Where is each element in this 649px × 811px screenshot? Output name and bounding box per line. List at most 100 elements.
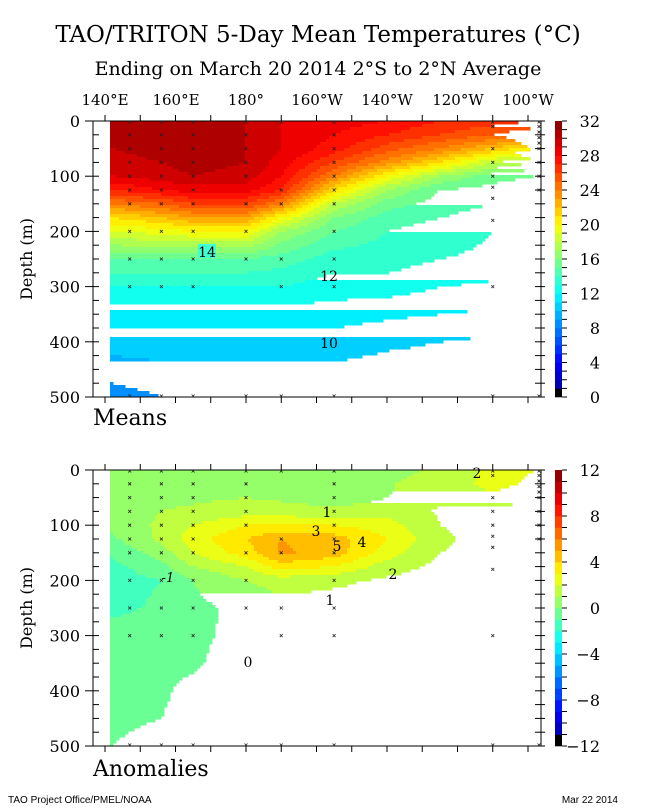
- station-x-marker: [127, 120, 132, 124]
- heatmap-cell: [110, 572, 138, 576]
- station-x-marker: [159, 257, 164, 261]
- heatmap-cell: [260, 211, 276, 215]
- station-x-marker: [159, 537, 164, 541]
- heatmap-cell: [308, 211, 321, 215]
- heatmap-cell: [128, 566, 171, 570]
- marker-stroke: [159, 188, 164, 192]
- heatmap-cell: [110, 698, 171, 702]
- station-x-marker: [490, 509, 495, 514]
- heatmap-cell: [191, 578, 243, 582]
- heatmap-cell: [353, 154, 375, 158]
- heatmap-cell: [110, 662, 204, 666]
- heatmap-cell: [122, 563, 168, 567]
- heatmap-cell: [374, 184, 387, 188]
- heatmap-cell: [263, 241, 282, 245]
- heatmap-cell: [365, 178, 378, 182]
- heatmap-cell: [110, 533, 114, 537]
- heatmap-cell: [359, 244, 477, 248]
- colorbar-cell: [555, 619, 562, 632]
- heatmap-cell: [296, 157, 321, 161]
- heatmap-cell: [380, 235, 489, 239]
- station-x-marker: [191, 551, 195, 555]
- x-tick-label: 140°W: [361, 91, 413, 109]
- station-x-marker: [537, 473, 541, 478]
- heatmap-cell: [311, 196, 321, 200]
- station-x-marker: [332, 551, 336, 555]
- marker-stroke: [279, 394, 284, 398]
- heatmap-cell: [269, 238, 291, 242]
- station-x-marker: [127, 633, 132, 638]
- station-x-marker: [244, 202, 248, 206]
- heatmap-cell: [356, 569, 411, 573]
- heatmap-cell: [290, 223, 309, 227]
- heatmap-cell: [257, 250, 291, 254]
- colorbar-cell: [555, 608, 562, 620]
- y-tick-label: 0: [70, 461, 80, 480]
- heatmap-cell: [416, 151, 444, 155]
- heatmap-cell: [347, 163, 369, 167]
- station-x-marker: [332, 160, 336, 165]
- heatmap-cell: [194, 551, 228, 555]
- marker-stroke: [332, 469, 336, 473]
- heatmap-cell: [110, 650, 210, 654]
- heatmap-cell: [296, 208, 306, 212]
- marker-stroke: [537, 146, 541, 151]
- heatmap-cell: [269, 205, 285, 209]
- contour-label: 14: [198, 245, 216, 261]
- heatmap-cell: [428, 154, 450, 158]
- heatmap-cell: [110, 259, 306, 263]
- heatmap-cell: [410, 127, 471, 131]
- colorbar-cell: [555, 224, 562, 234]
- heatmap-cell: [125, 542, 162, 546]
- station-x-marker: [537, 490, 541, 494]
- heatmap-cell: [158, 512, 435, 516]
- heatmap-cell: [359, 175, 375, 179]
- heatmap-cell: [335, 202, 357, 206]
- heatmap-cell: [245, 160, 270, 164]
- station-x-marker: [490, 633, 495, 638]
- heatmap-cell: [260, 220, 273, 224]
- heatmap-cell: [362, 151, 387, 155]
- heatmap-cell: [413, 473, 477, 477]
- heatmap-cell: [152, 527, 189, 531]
- marker-stroke: [244, 174, 248, 178]
- station-x-marker: [191, 482, 195, 486]
- marker-stroke: [537, 135, 541, 140]
- colorbar-cell: [555, 276, 562, 286]
- heatmap-cell: [350, 542, 384, 546]
- heatmap-cell: [110, 178, 150, 182]
- heatmap-cell: [269, 163, 291, 167]
- heatmap-cell: [110, 130, 246, 134]
- heatmap-cell: [116, 175, 258, 179]
- colorbar-cell: [555, 310, 562, 320]
- heatmap-cell: [320, 175, 333, 179]
- marker-stroke: [191, 537, 195, 541]
- heatmap-cell: [278, 560, 294, 564]
- heatmap-cell: [428, 142, 465, 146]
- heatmap-cell: [110, 590, 153, 594]
- heatmap-cell: [212, 539, 249, 543]
- heatmap-cell: [377, 178, 393, 182]
- heatmap-cell: [356, 166, 375, 170]
- heatmap-cell: [311, 205, 321, 209]
- marker-stroke: [127, 523, 132, 527]
- heatmap-cell: [188, 527, 237, 531]
- heatmap-cell: [110, 157, 147, 161]
- heatmap-cell: [449, 145, 477, 149]
- heatmap-cell: [245, 157, 273, 161]
- heatmap-cell: [302, 178, 315, 182]
- heatmap-cell: [110, 163, 168, 167]
- heatmap-cell: [305, 199, 315, 203]
- marker-stroke: [332, 606, 336, 610]
- colorbar-label: 4: [590, 354, 600, 373]
- colorbar-label: −4: [576, 645, 600, 664]
- heatmap-cell: [269, 226, 279, 230]
- heatmap-cell: [266, 166, 288, 170]
- marker-stroke: [244, 160, 248, 165]
- heatmap-cell: [416, 536, 456, 540]
- heatmap-cell: [368, 217, 438, 221]
- heatmap-cell: [437, 172, 465, 176]
- marker-stroke: [159, 537, 164, 541]
- heatmap-cell: [428, 163, 447, 167]
- y-tick-label: 0: [70, 112, 80, 131]
